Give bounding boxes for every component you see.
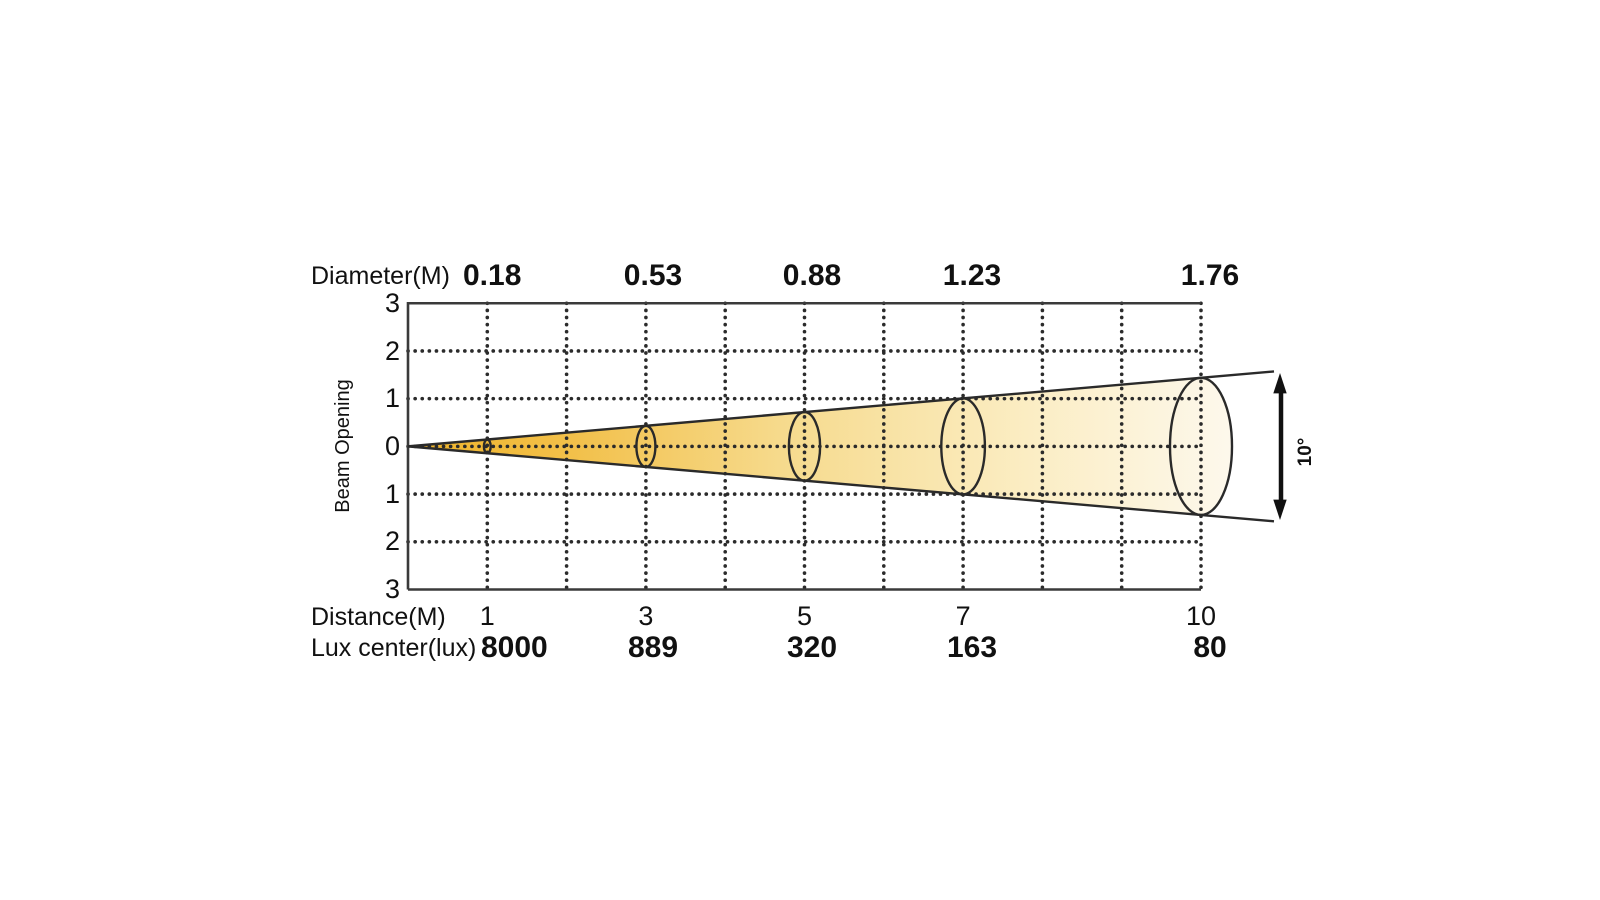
svg-text:7: 7 <box>956 601 971 631</box>
svg-text:Diameter(M): Diameter(M) <box>311 262 450 290</box>
svg-text:1.23: 1.23 <box>943 259 1001 292</box>
svg-text:3: 3 <box>638 601 653 631</box>
svg-text:889: 889 <box>628 631 678 664</box>
svg-text:3: 3 <box>385 288 400 318</box>
svg-text:0.53: 0.53 <box>624 259 682 292</box>
svg-text:320: 320 <box>787 631 837 664</box>
svg-text:1.76: 1.76 <box>1181 259 1239 292</box>
svg-text:5: 5 <box>797 601 812 631</box>
svg-text:10°: 10° <box>1295 438 1316 467</box>
svg-text:2: 2 <box>385 336 400 366</box>
svg-text:8000: 8000 <box>481 631 548 664</box>
svg-text:Lux center(lux): Lux center(lux) <box>311 634 476 662</box>
svg-text:10: 10 <box>1186 601 1216 631</box>
svg-text:Distance(M): Distance(M) <box>311 603 446 631</box>
svg-text:1: 1 <box>385 479 400 509</box>
svg-text:1: 1 <box>385 383 400 413</box>
svg-text:0.18: 0.18 <box>463 259 521 292</box>
svg-text:0: 0 <box>385 431 400 461</box>
svg-text:163: 163 <box>947 631 997 664</box>
svg-text:Beam Opening: Beam Opening <box>332 379 354 512</box>
svg-text:1: 1 <box>480 601 495 631</box>
svg-text:3: 3 <box>385 574 400 604</box>
svg-text:0.88: 0.88 <box>783 259 841 292</box>
svg-text:2: 2 <box>385 526 400 556</box>
svg-text:80: 80 <box>1193 631 1226 664</box>
